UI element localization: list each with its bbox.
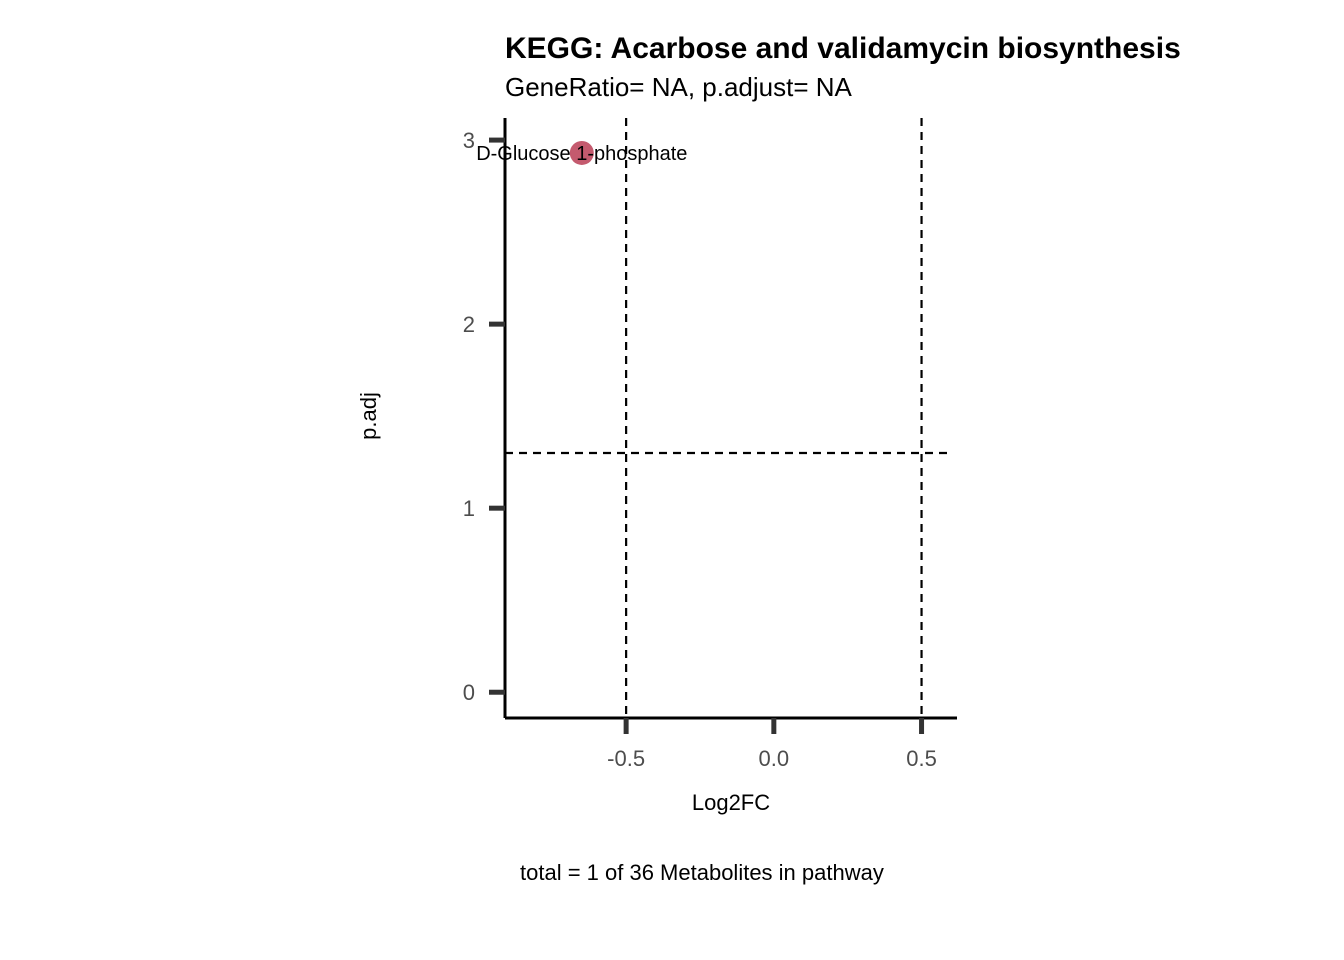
data-point-label-0: D-Glucose 1-phosphate <box>476 143 687 165</box>
chart-caption: total = 1 of 36 Metabolites in pathway <box>520 860 884 885</box>
y-tick-label-1: 1 <box>463 496 475 521</box>
x-axis-title: Log2FC <box>692 790 770 815</box>
chart-subtitle: GeneRatio= NA, p.adjust= NA <box>505 72 852 102</box>
chart-title: KEGG: Acarbose and validamycin biosynthe… <box>505 32 1181 65</box>
x-tick-label-1: 0.0 <box>759 746 790 771</box>
y-tick-label-3: 3 <box>463 128 475 153</box>
x-tick-label-0: -0.5 <box>607 746 645 771</box>
y-tick-label-2: 2 <box>463 312 475 337</box>
data-point-0 <box>569 140 594 165</box>
y-tick-label-0: 0 <box>463 680 475 705</box>
x-tick-label-2: 0.5 <box>906 746 937 771</box>
y-axis-title: p.adj <box>356 392 381 440</box>
